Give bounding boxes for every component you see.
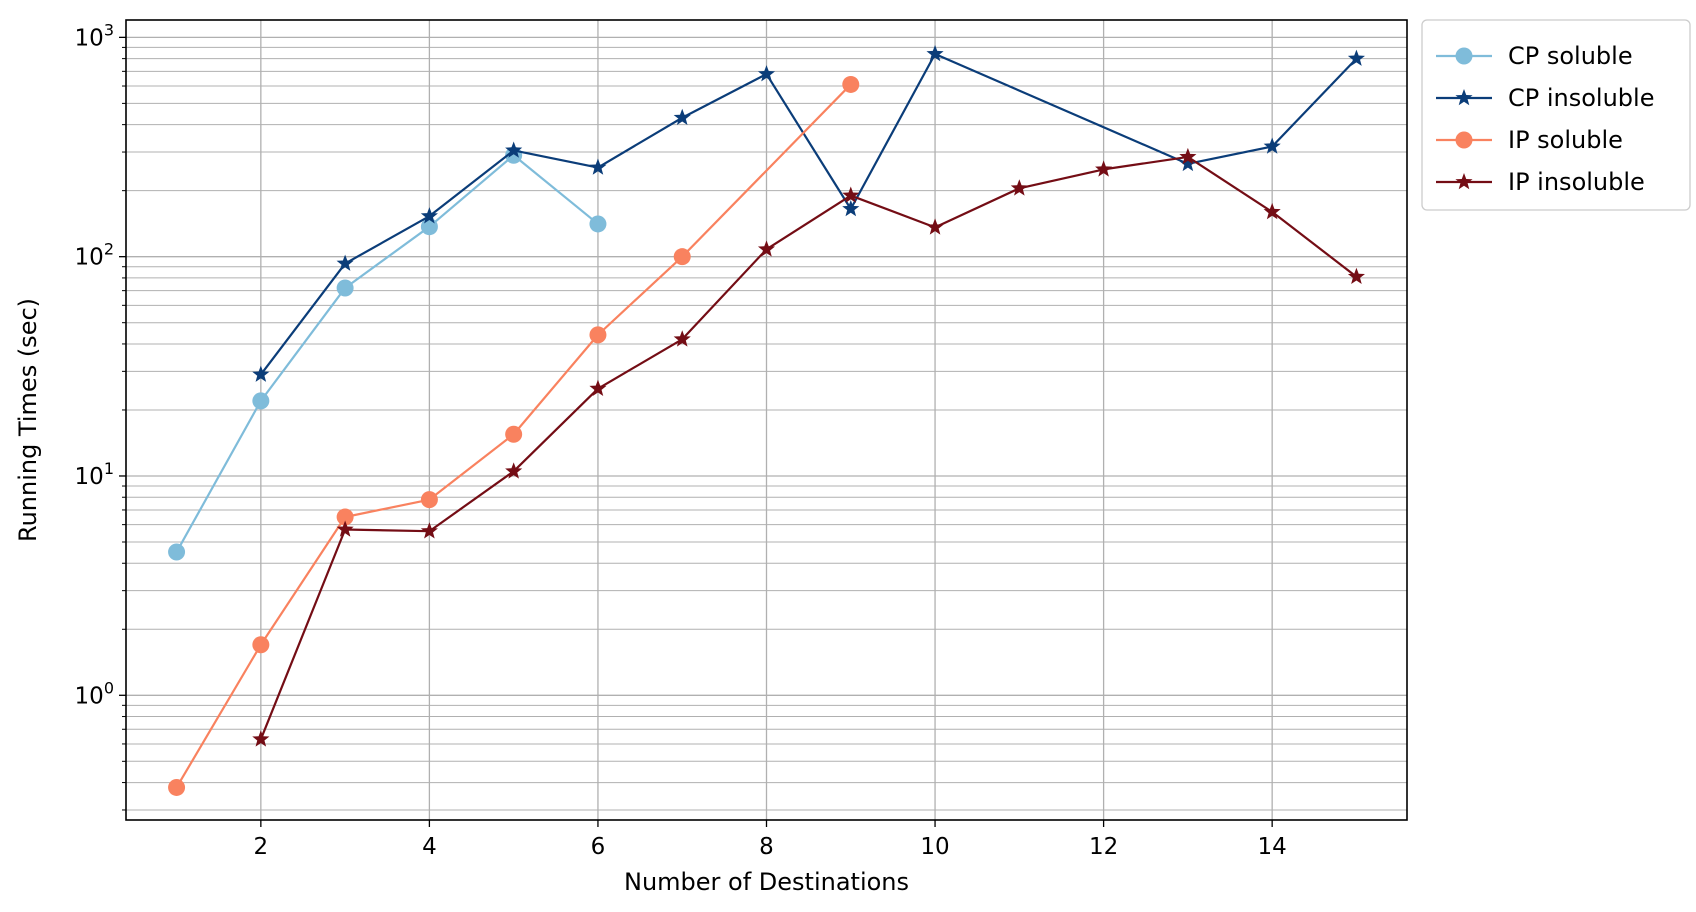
- x-tick-label: 2: [254, 834, 269, 860]
- x-tick-label: 8: [759, 834, 774, 860]
- grid: [126, 20, 1407, 820]
- data-point: [1347, 267, 1365, 285]
- data-point: [926, 218, 944, 235]
- series-ip-soluble: [168, 75, 860, 796]
- legend-item: CP insoluble: [1436, 84, 1654, 112]
- legend-item: IP insoluble: [1436, 168, 1645, 196]
- data-point: [673, 248, 691, 266]
- y-tick-label: 102: [75, 240, 114, 271]
- data-point: [673, 108, 691, 126]
- legend-marker: [1455, 173, 1473, 190]
- data-point: [589, 326, 607, 344]
- x-tick-label: 12: [1089, 834, 1118, 860]
- data-point: [420, 522, 438, 539]
- data-point: [252, 365, 270, 382]
- legend-marker: [1455, 89, 1473, 106]
- data-point: [842, 186, 860, 203]
- legend: CP soluble CP insoluble IP soluble IP insol…: [1421, 19, 1691, 211]
- x-tick-label: 6: [591, 834, 606, 860]
- legend-label: IP soluble: [1508, 126, 1623, 154]
- y-axis-label: Running Times (sec): [14, 298, 42, 542]
- data-point: [589, 215, 607, 233]
- data-point: [505, 141, 523, 158]
- data-point: [336, 508, 354, 526]
- data-point: [757, 65, 776, 82]
- data-point: [252, 730, 270, 747]
- series-line: [259, 155, 1358, 740]
- data-point: [252, 636, 270, 654]
- data-point: [1010, 179, 1028, 196]
- data-point: [168, 778, 186, 796]
- data-point: [505, 425, 523, 443]
- data-point: [1263, 202, 1281, 220]
- x-tick-label: 10: [920, 834, 949, 860]
- legend-label: CP soluble: [1508, 42, 1633, 70]
- series-line: [175, 154, 599, 553]
- data-point: [336, 520, 354, 537]
- x-axis-label: Number of Destinations: [624, 868, 909, 896]
- x-tick-label: 4: [422, 834, 437, 860]
- data-point: [1347, 49, 1365, 66]
- data-point: [1179, 154, 1197, 172]
- data-point: [926, 44, 944, 62]
- y-tick-label: 100: [75, 678, 114, 709]
- legend-item: IP soluble: [1436, 126, 1623, 154]
- y-tick-label: 103: [75, 20, 114, 51]
- legend-label: IP insoluble: [1508, 168, 1645, 196]
- data-point: [252, 392, 270, 410]
- series-ip-insoluble: [252, 147, 1365, 747]
- series-layer: [168, 44, 1365, 796]
- series-cp-soluble: [168, 146, 607, 561]
- series-cp-insoluble: [252, 44, 1365, 382]
- series-line: [259, 52, 1358, 376]
- data-point: [1179, 147, 1197, 165]
- data-point: [673, 330, 691, 347]
- data-point: [168, 543, 186, 561]
- legend-item: CP soluble: [1436, 42, 1633, 70]
- legend-box: [1421, 19, 1691, 211]
- data-point: [842, 75, 860, 93]
- data-point: [1263, 137, 1281, 154]
- data-point: [420, 491, 438, 509]
- data-point: [589, 379, 607, 396]
- data-point: [336, 279, 354, 297]
- data-point: [589, 158, 607, 175]
- data-point: [336, 254, 354, 271]
- data-point: [757, 240, 776, 257]
- legend-label: CP insoluble: [1508, 84, 1654, 112]
- data-point: [420, 207, 438, 224]
- y-tick-label: 101: [75, 459, 114, 490]
- legend-marker: [1455, 131, 1473, 149]
- data-point: [842, 199, 860, 217]
- x-tick-label: 14: [1258, 834, 1287, 860]
- data-point: [1095, 160, 1113, 177]
- ticks: 2 4 6 8 10 12 14 100 101 102 103: [75, 20, 1287, 860]
- series-line: [175, 83, 852, 789]
- data-point: [505, 462, 523, 479]
- legend-marker: [1455, 47, 1473, 65]
